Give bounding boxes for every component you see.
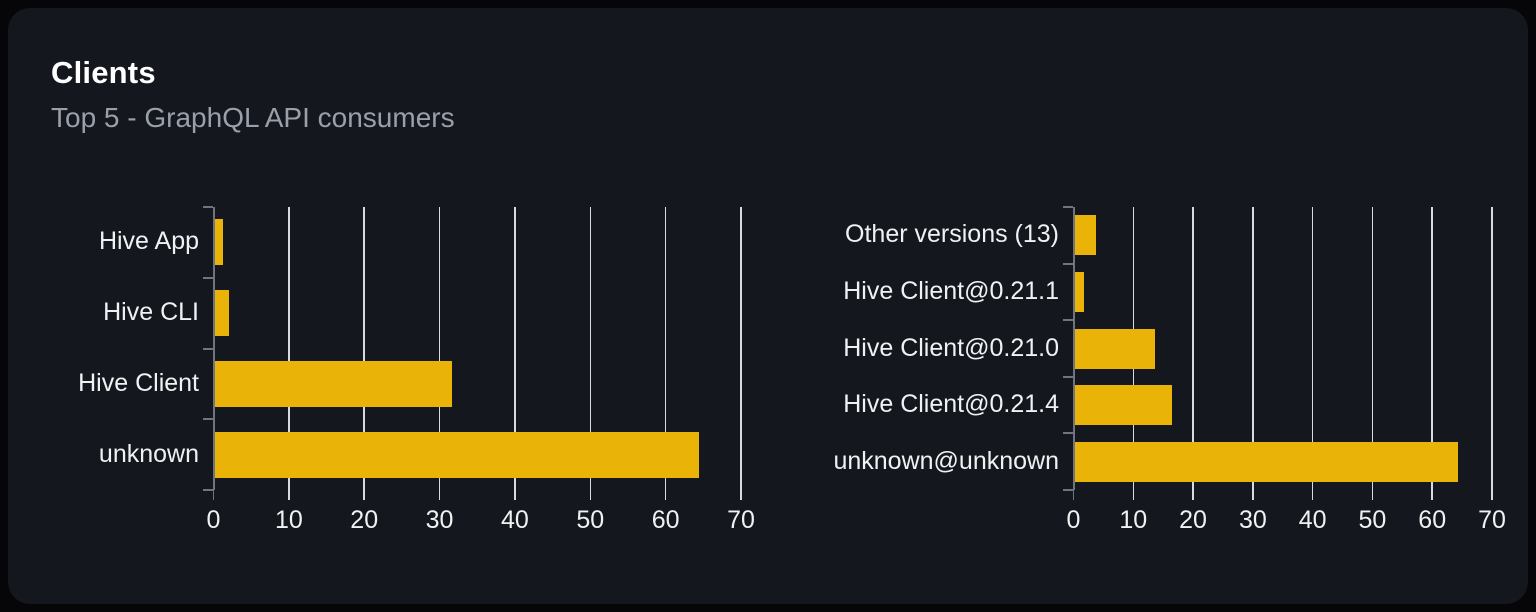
x-tick-label-60: 60	[651, 506, 680, 534]
y-axis-tick-4	[1062, 432, 1073, 435]
panel-subtitle: Top 5 - GraphQL API consumers	[51, 102, 455, 133]
bar-hive-client-0-21-1[interactable]	[1073, 271, 1085, 312]
y-axis-line	[212, 207, 215, 490]
bar-unknown-unknown[interactable]	[1073, 441, 1458, 482]
category-label-hive-client: Hive Client	[78, 368, 199, 397]
x-axis-tick-70	[1491, 490, 1493, 500]
x-tick-label-60: 60	[1418, 506, 1447, 534]
bar-hive-app[interactable]	[213, 219, 224, 266]
x-tick-label-20: 20	[350, 506, 379, 534]
y-axis-tick-3	[1062, 375, 1073, 378]
panel-title: Clients	[51, 55, 156, 90]
y-axis-tick-0	[1062, 206, 1073, 208]
x-axis-tick-30	[438, 490, 441, 500]
x-tick-label-30: 30	[425, 506, 454, 534]
x-tick-label-70: 70	[1478, 506, 1506, 534]
gridline-x-20	[363, 207, 365, 490]
x-axis-tick-30	[1252, 490, 1254, 500]
bar-unknown[interactable]	[213, 431, 699, 478]
x-tick-label-0: 0	[206, 506, 221, 534]
category-label-unknown: unknown	[98, 439, 199, 468]
x-axis-tick-20	[363, 490, 365, 500]
x-tick-label-0: 0	[1066, 506, 1081, 534]
x-axis-tick-50	[1371, 490, 1374, 500]
x-axis-tick-50	[589, 490, 592, 500]
category-label-hive-client-0-21-4: Hive Client@0.21.4	[843, 390, 1059, 419]
category-label-hive-client-0-21-0: Hive Client@0.21.0	[843, 333, 1059, 362]
x-tick-label-40: 40	[1298, 506, 1327, 534]
x-axis-tick-60	[1431, 490, 1433, 500]
bar-hive-client-0-21-4[interactable]	[1073, 385, 1172, 426]
gridline-x-30	[1252, 207, 1254, 490]
y-axis-tick-5	[1062, 489, 1073, 491]
gridline-x-70	[1491, 207, 1493, 490]
y-axis-line	[1072, 207, 1075, 490]
category-label-hive-client-0-21-1: Hive Client@0.21.1	[843, 276, 1059, 305]
y-axis-tick-2	[1062, 319, 1073, 322]
gridline-x-30	[438, 207, 441, 490]
y-axis-tick-2	[202, 347, 213, 350]
x-tick-label-50: 50	[576, 506, 605, 534]
x-axis-tick-60	[664, 490, 667, 500]
bar-other-versions-13[interactable]	[1073, 215, 1097, 256]
x-tick-label-10: 10	[274, 506, 303, 534]
gridline-x-50	[589, 207, 592, 490]
gridline-x-60	[1431, 207, 1433, 490]
x-axis-tick-0	[212, 490, 215, 500]
y-axis-tick-4	[202, 489, 213, 491]
x-tick-label-10: 10	[1119, 506, 1148, 534]
x-tick-label-40: 40	[501, 506, 529, 534]
category-label-hive-cli: Hive CLI	[103, 298, 199, 327]
x-axis-tick-20	[1192, 490, 1194, 500]
gridline-x-40	[1311, 207, 1314, 490]
gridline-x-70	[740, 207, 742, 490]
bar-hive-client-0-21-0[interactable]	[1073, 328, 1156, 369]
bar-hive-client[interactable]	[213, 360, 452, 407]
x-tick-label-50: 50	[1358, 506, 1387, 534]
y-axis-tick-0	[202, 206, 213, 208]
category-label-unknown-unknown: unknown@unknown	[833, 446, 1059, 475]
x-axis-tick-70	[740, 490, 742, 500]
y-axis-tick-1	[1062, 262, 1073, 265]
x-axis-tick-0	[1072, 490, 1075, 500]
gridline-x-50	[1371, 207, 1374, 490]
y-axis-tick-1	[202, 276, 213, 279]
gridline-x-10	[288, 207, 290, 490]
x-axis-tick-10	[288, 490, 290, 500]
x-axis-tick-10	[1132, 490, 1135, 500]
x-tick-label-30: 30	[1238, 506, 1267, 534]
category-label-hive-app: Hive App	[98, 227, 199, 256]
gridline-x-40	[514, 207, 516, 490]
y-axis-tick-3	[202, 418, 213, 421]
bar-hive-cli[interactable]	[213, 290, 229, 337]
x-tick-label-20: 20	[1179, 506, 1207, 534]
clients-panel: Clients Top 5 - GraphQL API consumers	[8, 8, 1528, 604]
category-label-other-versions-13: Other versions (13)	[845, 220, 1059, 249]
gridline-x-20	[1192, 207, 1194, 490]
x-tick-label-70: 70	[727, 506, 755, 534]
gridline-x-60	[664, 207, 667, 490]
x-axis-tick-40	[1311, 490, 1314, 500]
x-axis-tick-40	[514, 490, 516, 500]
